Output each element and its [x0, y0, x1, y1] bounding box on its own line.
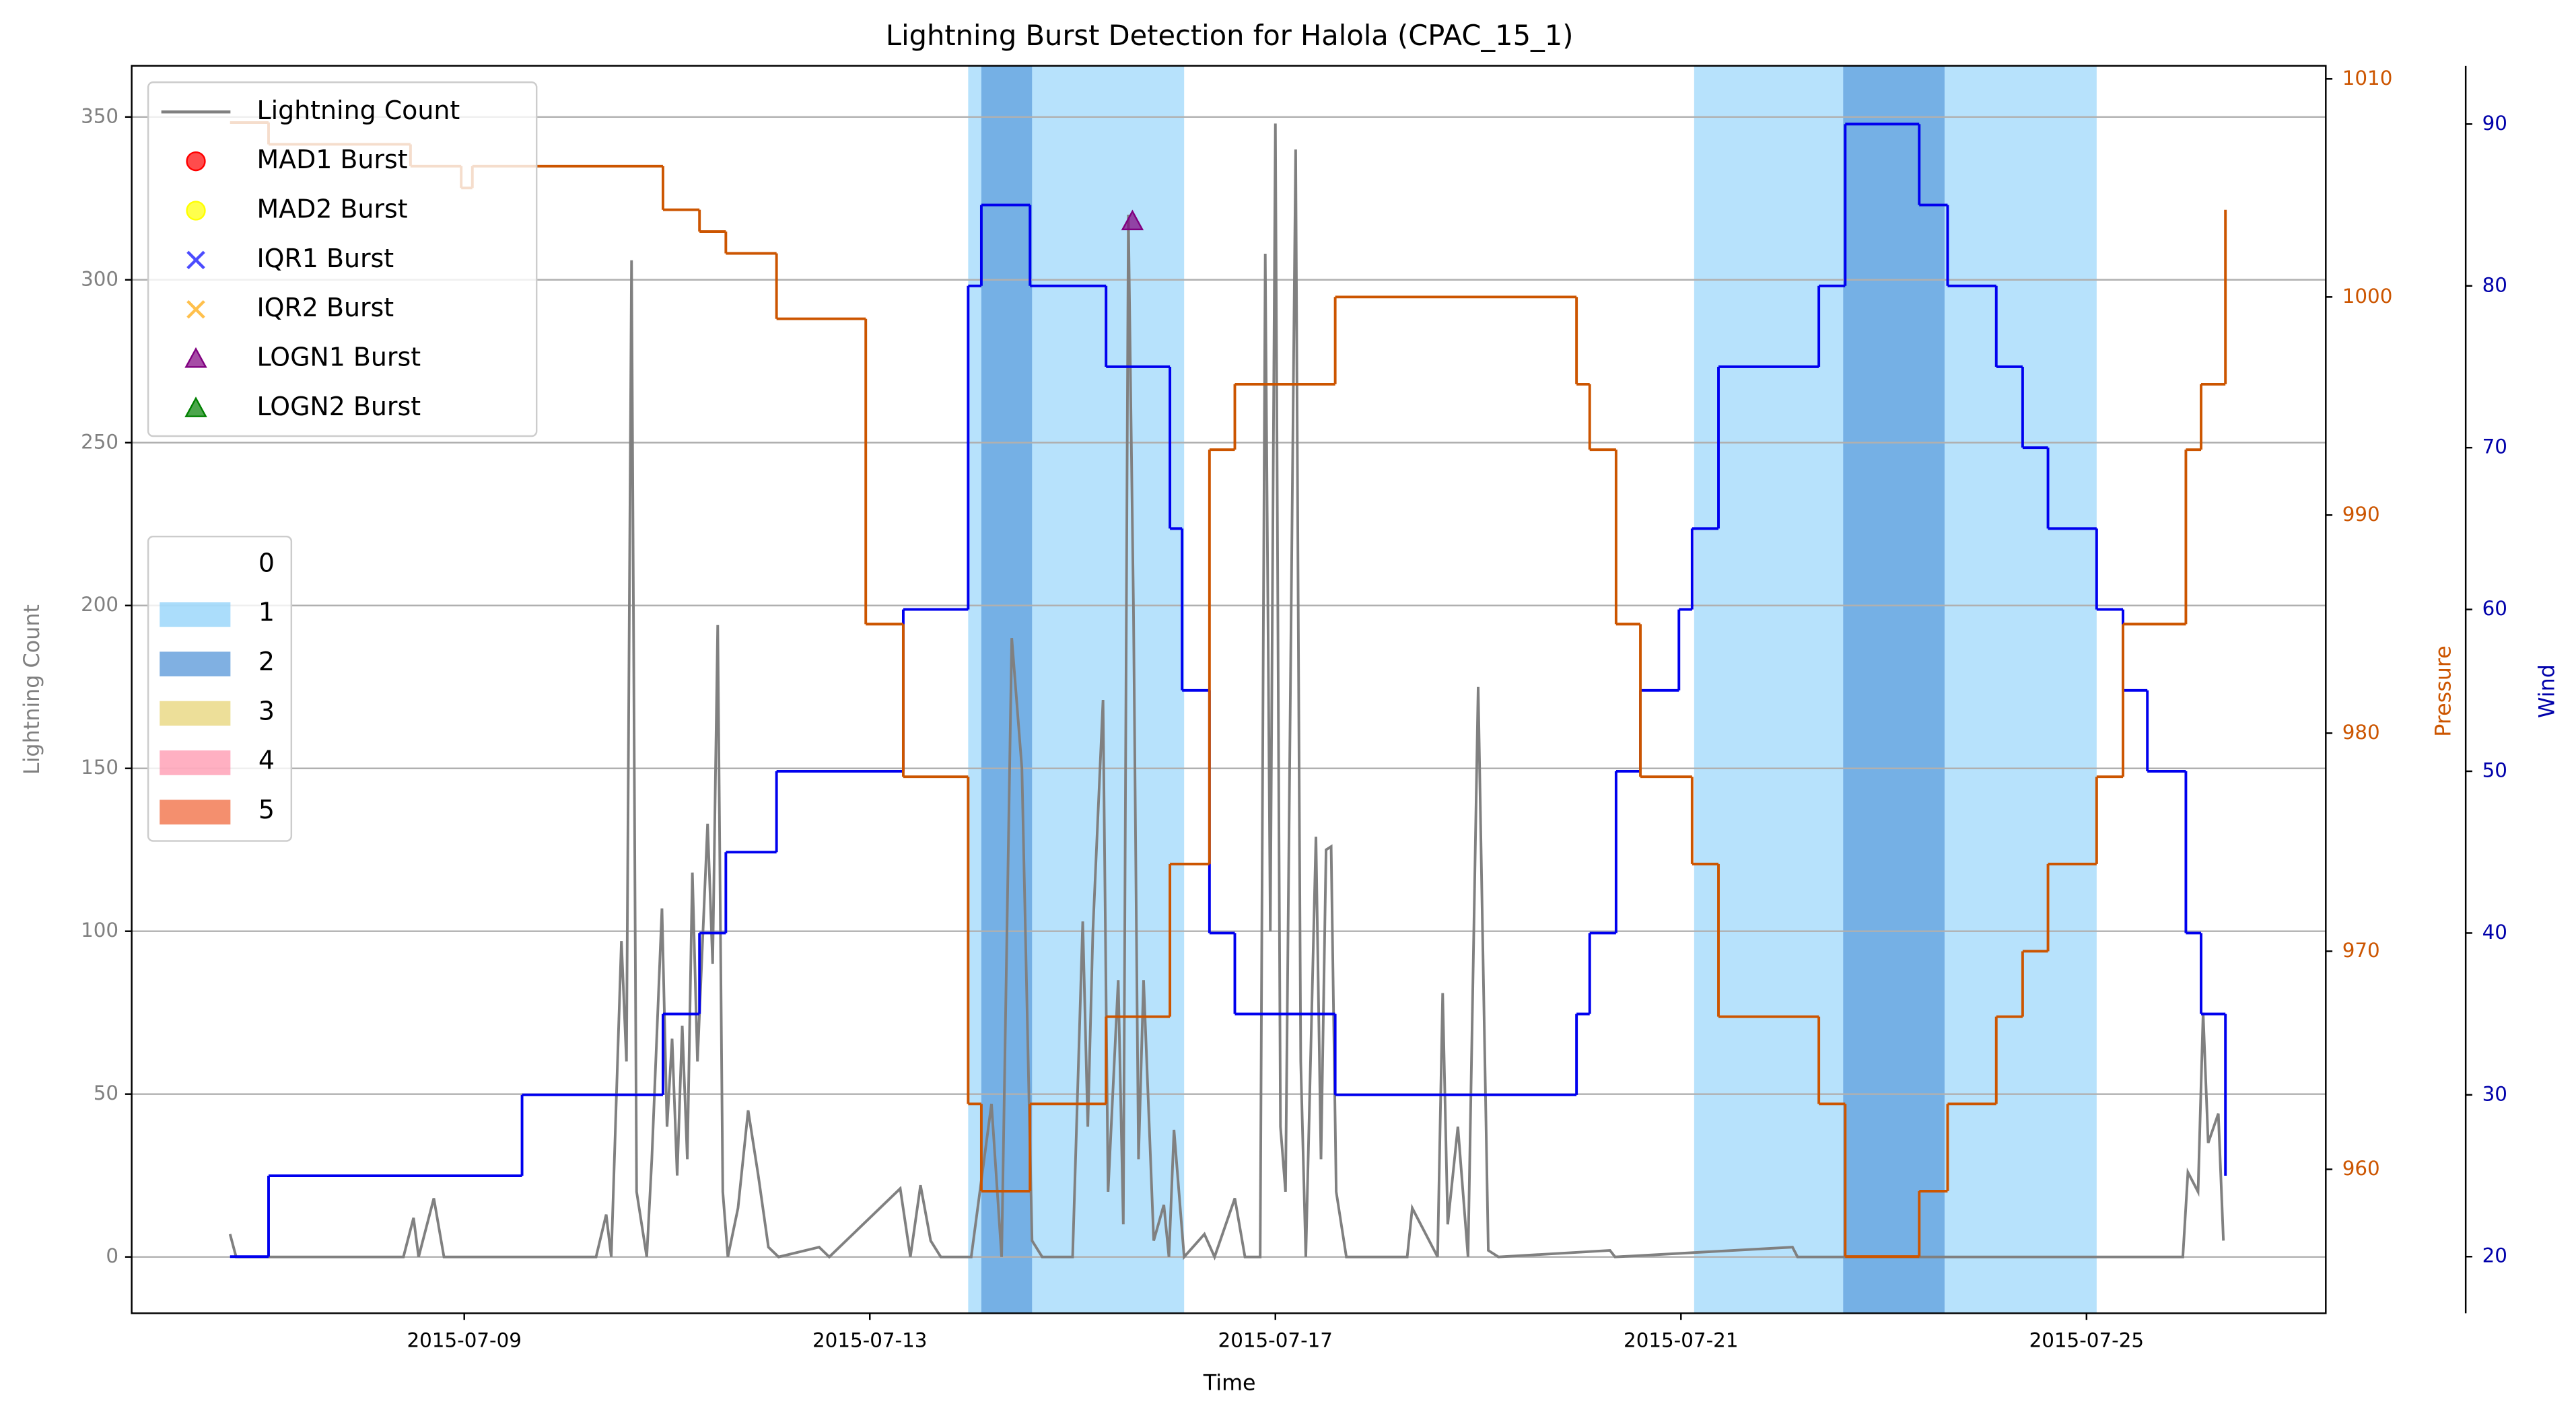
legend-label: IQR2 Burst: [256, 293, 394, 322]
legend-label: LOGN2 Burst: [256, 392, 421, 421]
x-tick-label: 2015-07-25: [2029, 1328, 2144, 1351]
y3-tick-label: 30: [2482, 1082, 2507, 1105]
legend-label: 2: [258, 647, 275, 676]
x-tick-label: 2015-07-09: [407, 1328, 521, 1351]
y3-tick-label: 80: [2482, 273, 2507, 296]
legend-label: 3: [258, 696, 275, 725]
y-tick-label: 50: [94, 1082, 118, 1104]
y2-tick-label: 970: [2342, 939, 2380, 962]
y2-tick-label: 980: [2342, 721, 2380, 744]
legend-box: [147, 81, 538, 437]
legend-swatch: [160, 651, 231, 677]
x-tick-label: 2015-07-17: [1218, 1328, 1333, 1351]
burst-marker: [186, 250, 205, 270]
intensity-span: [1843, 65, 1945, 1314]
x-tick-label: 2015-07-13: [812, 1328, 927, 1351]
legend-swatch: [160, 602, 231, 627]
legend-label: 1: [258, 598, 275, 627]
y-tick-label: 0: [106, 1244, 118, 1267]
y-tick-label: 100: [81, 919, 118, 942]
y-axis-label: Lightning Count: [20, 604, 44, 775]
legend-label: MAD2 Burst: [256, 194, 407, 224]
y-tick-label: 350: [81, 104, 118, 127]
y3-tick-label: 50: [2482, 759, 2507, 782]
legend-label: 0: [258, 548, 275, 577]
burst-marker: [186, 151, 206, 172]
x-axis-label: Time: [1203, 1372, 1256, 1396]
y3-tick-label: 20: [2482, 1244, 2507, 1267]
x-tick-label: 2015-07-21: [1624, 1328, 1738, 1351]
burst-marker: [184, 347, 207, 368]
y3-tick-label: 60: [2482, 597, 2507, 620]
y-tick-label: 150: [81, 756, 118, 779]
burst-marker: [186, 299, 205, 319]
axis-layer: 0501001502002503003509609709809901000101…: [81, 65, 2507, 1351]
y2-axis-label: Pressure: [2431, 645, 2456, 737]
chart-title: Lightning Burst Detection for Halola (CP…: [886, 19, 1574, 52]
series-line: [228, 123, 2225, 1261]
y-tick-label: 200: [81, 593, 118, 616]
y3-tick-label: 90: [2482, 112, 2507, 135]
line-layer: [228, 121, 2227, 1261]
y3-axis-label: Wind: [2535, 664, 2559, 718]
y2-tick-label: 960: [2342, 1157, 2380, 1180]
y-tick-label: 250: [81, 430, 118, 453]
intensity-span: [981, 65, 1033, 1314]
y2-tick-label: 990: [2342, 503, 2380, 526]
y-tick-label: 300: [81, 267, 118, 290]
plot-frame: [131, 65, 2327, 1314]
burst-marker: [1121, 209, 1144, 231]
span-layer: [968, 65, 2097, 1314]
legend-label: IQR1 Burst: [256, 244, 394, 273]
legend-label: 4: [258, 746, 275, 775]
legend-swatch: [160, 701, 231, 726]
legend-layer: Lightning Count MAD1 Burst MAD2 Burst IQR1 …: [147, 81, 538, 842]
y3-tick-label: 70: [2482, 435, 2507, 458]
legend-swatch: [160, 553, 231, 578]
legend-label: MAD1 Burst: [256, 145, 407, 174]
burst-marker: [184, 396, 207, 417]
legend-swatch: [160, 750, 231, 775]
burst-marker: [186, 201, 206, 221]
y3-tick-label: 40: [2482, 921, 2507, 944]
legend-label: LOGN1 Burst: [256, 343, 421, 372]
legend-label: 5: [258, 795, 275, 824]
legend-swatch: [160, 800, 231, 825]
y2-tick-label: 1000: [2342, 285, 2393, 308]
legend-label: Lightning Count: [256, 96, 460, 125]
y2-tick-label: 1010: [2342, 67, 2393, 90]
